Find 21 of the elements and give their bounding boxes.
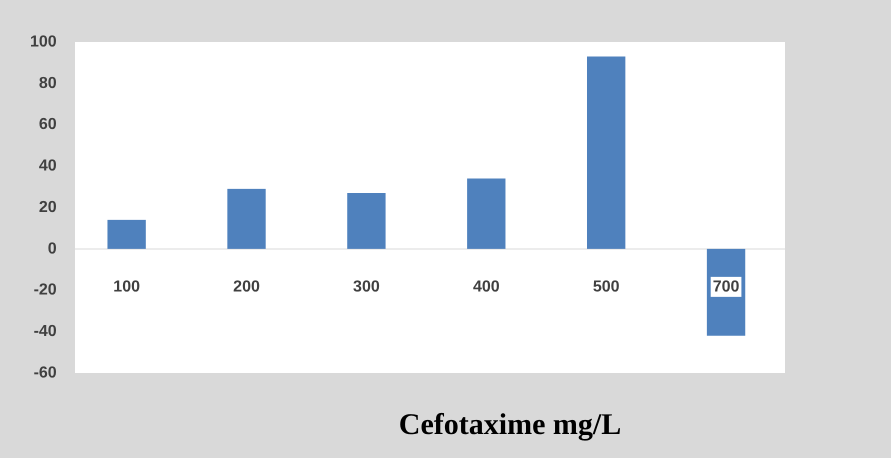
bar bbox=[347, 193, 386, 249]
bar bbox=[586, 56, 626, 249]
y-tick-label: 20 bbox=[38, 198, 57, 216]
x-tick-label: 400 bbox=[472, 278, 500, 296]
bar bbox=[227, 188, 266, 249]
bar bbox=[467, 178, 506, 249]
x-tick-label: 100 bbox=[113, 278, 140, 296]
x-tick-label: 700 bbox=[712, 278, 740, 296]
y-tick-label: 60 bbox=[38, 116, 57, 134]
y-tick-label: -60 bbox=[34, 364, 57, 382]
x-tick-label: 300 bbox=[353, 278, 380, 296]
y-tick-label: 40 bbox=[38, 158, 57, 175]
x-tick-label: 200 bbox=[233, 278, 260, 296]
y-tick-label: -40 bbox=[34, 323, 57, 340]
y-tick-label: 100 bbox=[30, 33, 57, 50]
bar bbox=[107, 220, 146, 249]
x-tick-label: 500 bbox=[592, 278, 620, 296]
y-tick-label: 0 bbox=[48, 240, 57, 258]
y-tick-label: -20 bbox=[34, 282, 57, 299]
x-axis-title: Cefotaxime mg/L bbox=[398, 408, 622, 442]
y-tick-label: 80 bbox=[38, 74, 57, 92]
